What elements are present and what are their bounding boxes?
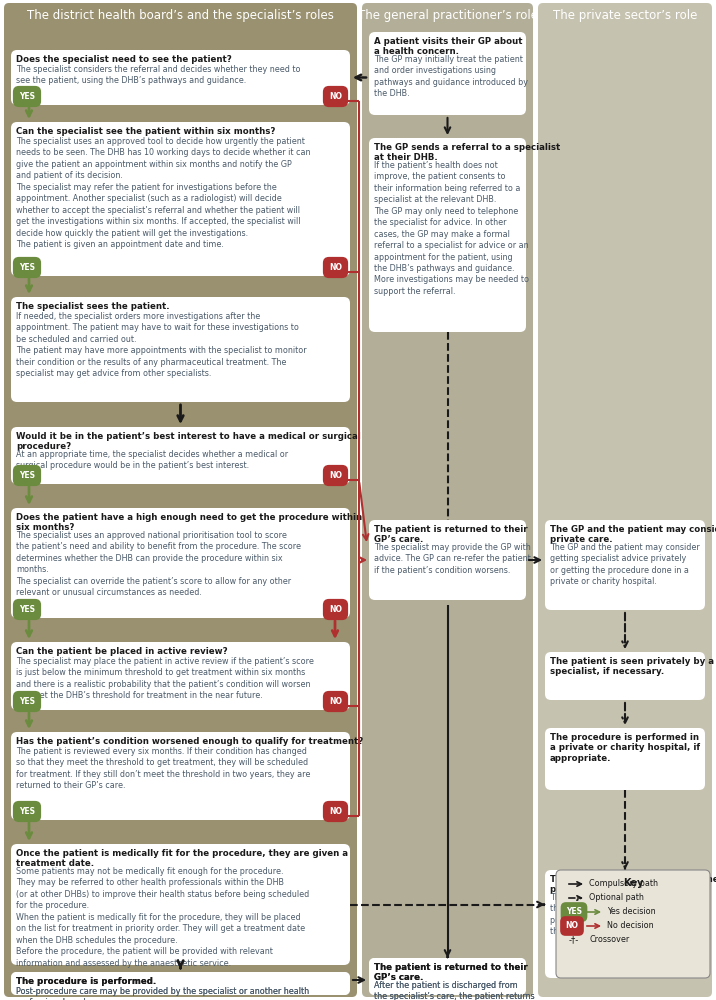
- Text: Has the patient’s condition worsened enough to qualify for treatment?: Has the patient’s condition worsened eno…: [16, 737, 363, 746]
- Text: The GP and the patient may consider
private care.: The GP and the patient may consider priv…: [550, 525, 716, 544]
- Text: The procedure is performed.: The procedure is performed.: [16, 977, 156, 986]
- FancyBboxPatch shape: [11, 642, 350, 710]
- Text: The private sector’s role: The private sector’s role: [553, 9, 697, 22]
- FancyBboxPatch shape: [11, 508, 350, 618]
- Text: After the patient is discharged from
the specialist’s care, the patient returns
: After the patient is discharged from the…: [374, 981, 535, 1000]
- Text: The GP and the patient may consider
getting specialist advice privately
or getti: The GP and the patient may consider gett…: [550, 543, 700, 586]
- Text: No decision: No decision: [607, 922, 654, 930]
- Text: NO: NO: [566, 922, 579, 930]
- Text: NO: NO: [329, 605, 342, 614]
- Text: The general practitioner’s role: The general practitioner’s role: [357, 9, 538, 22]
- FancyBboxPatch shape: [538, 3, 712, 997]
- FancyBboxPatch shape: [369, 32, 526, 115]
- Text: Does the patient have a high enough need to get the procedure within
six months?: Does the patient have a high enough need…: [16, 513, 362, 532]
- Text: Key: Key: [623, 878, 643, 888]
- FancyBboxPatch shape: [11, 297, 350, 402]
- FancyBboxPatch shape: [369, 958, 526, 995]
- FancyBboxPatch shape: [4, 3, 357, 997]
- Text: A patient visits their GP about
a health concern.: A patient visits their GP about a health…: [374, 37, 523, 56]
- Text: YES: YES: [19, 471, 35, 480]
- FancyBboxPatch shape: [11, 732, 350, 820]
- Text: YES: YES: [19, 92, 35, 101]
- Text: If needed, the specialist orders more investigations after the
appointment. The : If needed, the specialist orders more in…: [16, 312, 306, 378]
- Text: Compulsory path: Compulsory path: [589, 880, 658, 888]
- Text: The GP sends a referral to a specialist
at their DHB.: The GP sends a referral to a specialist …: [374, 143, 560, 162]
- FancyBboxPatch shape: [11, 972, 350, 995]
- Text: YES: YES: [19, 697, 35, 706]
- Text: The GP may initially treat the patient
and order investigations using
pathways a: The GP may initially treat the patient a…: [374, 55, 528, 98]
- Text: NO: NO: [329, 807, 342, 816]
- Text: Would it be in the patient’s best interest to have a medical or surgical
procedu: Would it be in the patient’s best intere…: [16, 432, 361, 451]
- Text: YES: YES: [19, 605, 35, 614]
- Text: The procedure is performed.: The procedure is performed.: [16, 977, 156, 986]
- Text: -†-: -†-: [569, 936, 579, 944]
- Text: If the patient’s health does not
improve, the patient consents to
their informat: If the patient’s health does not improve…: [374, 161, 529, 296]
- Text: The patient is returned to their
GP’s care.: The patient is returned to their GP’s ca…: [374, 525, 528, 544]
- Text: The patient is seen privately by a
specialist, if necessary.: The patient is seen privately by a speci…: [550, 657, 714, 676]
- Text: At an appropriate time, the specialist decides whether a medical or
surgical pro: At an appropriate time, the specialist d…: [16, 450, 288, 470]
- FancyBboxPatch shape: [11, 972, 350, 995]
- Text: Crossover: Crossover: [589, 936, 629, 944]
- Text: The specialist may provide the GP with
advice. The GP can re-refer the patient
i: The specialist may provide the GP with a…: [374, 543, 531, 575]
- FancyBboxPatch shape: [545, 652, 705, 700]
- Text: Post-procedure care may be provided by the specialist or another health
professi: Post-procedure care may be provided by t…: [16, 987, 309, 1000]
- Text: The specialist uses an approved tool to decide how urgently the patient
needs to: The specialist uses an approved tool to …: [16, 137, 311, 249]
- Text: The specialist may place the patient in active review if the patient’s score
is : The specialist may place the patient in …: [16, 657, 314, 700]
- FancyBboxPatch shape: [11, 844, 350, 965]
- FancyBboxPatch shape: [545, 520, 705, 610]
- Text: The patient is reviewed every six months. If their condition has changed
so that: The patient is reviewed every six months…: [16, 747, 310, 790]
- Text: Once the patient is medically fit for the procedure, they are given a
treatment : Once the patient is medically fit for th…: [16, 849, 348, 868]
- FancyBboxPatch shape: [11, 122, 350, 276]
- Text: The patient is returned to their
GP’s care.: The patient is returned to their GP’s ca…: [374, 963, 528, 982]
- Text: NO: NO: [329, 263, 342, 272]
- Text: The procedure is performed in
a private or charity hospital, if
appropriate.: The procedure is performed in a private …: [550, 733, 700, 763]
- Text: NO: NO: [329, 92, 342, 101]
- Text: Yes decision: Yes decision: [607, 908, 656, 916]
- Text: The specialist uses an approved national prioritisation tool to score
the patien: The specialist uses an approved national…: [16, 531, 301, 597]
- FancyBboxPatch shape: [369, 520, 526, 600]
- Text: Post-procedure care may be provided by the specialist or another health
professi: Post-procedure care may be provided by t…: [16, 987, 309, 1000]
- FancyBboxPatch shape: [369, 958, 526, 995]
- Text: Optional path: Optional path: [589, 894, 644, 902]
- Text: NO: NO: [329, 471, 342, 480]
- FancyBboxPatch shape: [11, 427, 350, 484]
- Text: Does the specialist need to see the patient?: Does the specialist need to see the pati…: [16, 55, 232, 64]
- Text: YES: YES: [566, 908, 582, 916]
- Text: The patient is returned to their
GP’s care.: The patient is returned to their GP’s ca…: [374, 963, 528, 982]
- FancyBboxPatch shape: [545, 870, 705, 978]
- FancyBboxPatch shape: [556, 870, 710, 978]
- Text: Can the patient be placed in active review?: Can the patient be placed in active revi…: [16, 647, 228, 656]
- Text: NO: NO: [329, 697, 342, 706]
- Text: The patient may consider that
they have to wait too long for the
procedure. The : The patient may consider that they have …: [550, 893, 700, 936]
- Text: After the patient is discharged from
the specialist’s care, the patient returns
: After the patient is discharged from the…: [374, 981, 535, 1000]
- FancyBboxPatch shape: [11, 50, 350, 105]
- Text: The patient may choose to get the
procedure privately.: The patient may choose to get the proced…: [550, 875, 716, 894]
- Text: Some patients may not be medically fit enough for the procedure.
They may be ref: Some patients may not be medically fit e…: [16, 867, 309, 968]
- Text: YES: YES: [19, 807, 35, 816]
- FancyBboxPatch shape: [369, 138, 526, 332]
- FancyBboxPatch shape: [362, 3, 533, 997]
- Text: The district health board’s and the specialist’s roles: The district health board’s and the spec…: [27, 9, 334, 22]
- Text: The specialist sees the patient.: The specialist sees the patient.: [16, 302, 170, 311]
- Text: Can the specialist see the patient within six months?: Can the specialist see the patient withi…: [16, 127, 276, 136]
- Text: The specialist considers the referral and decides whether they need to
see the p: The specialist considers the referral an…: [16, 65, 301, 85]
- Text: YES: YES: [19, 263, 35, 272]
- FancyBboxPatch shape: [545, 728, 705, 790]
